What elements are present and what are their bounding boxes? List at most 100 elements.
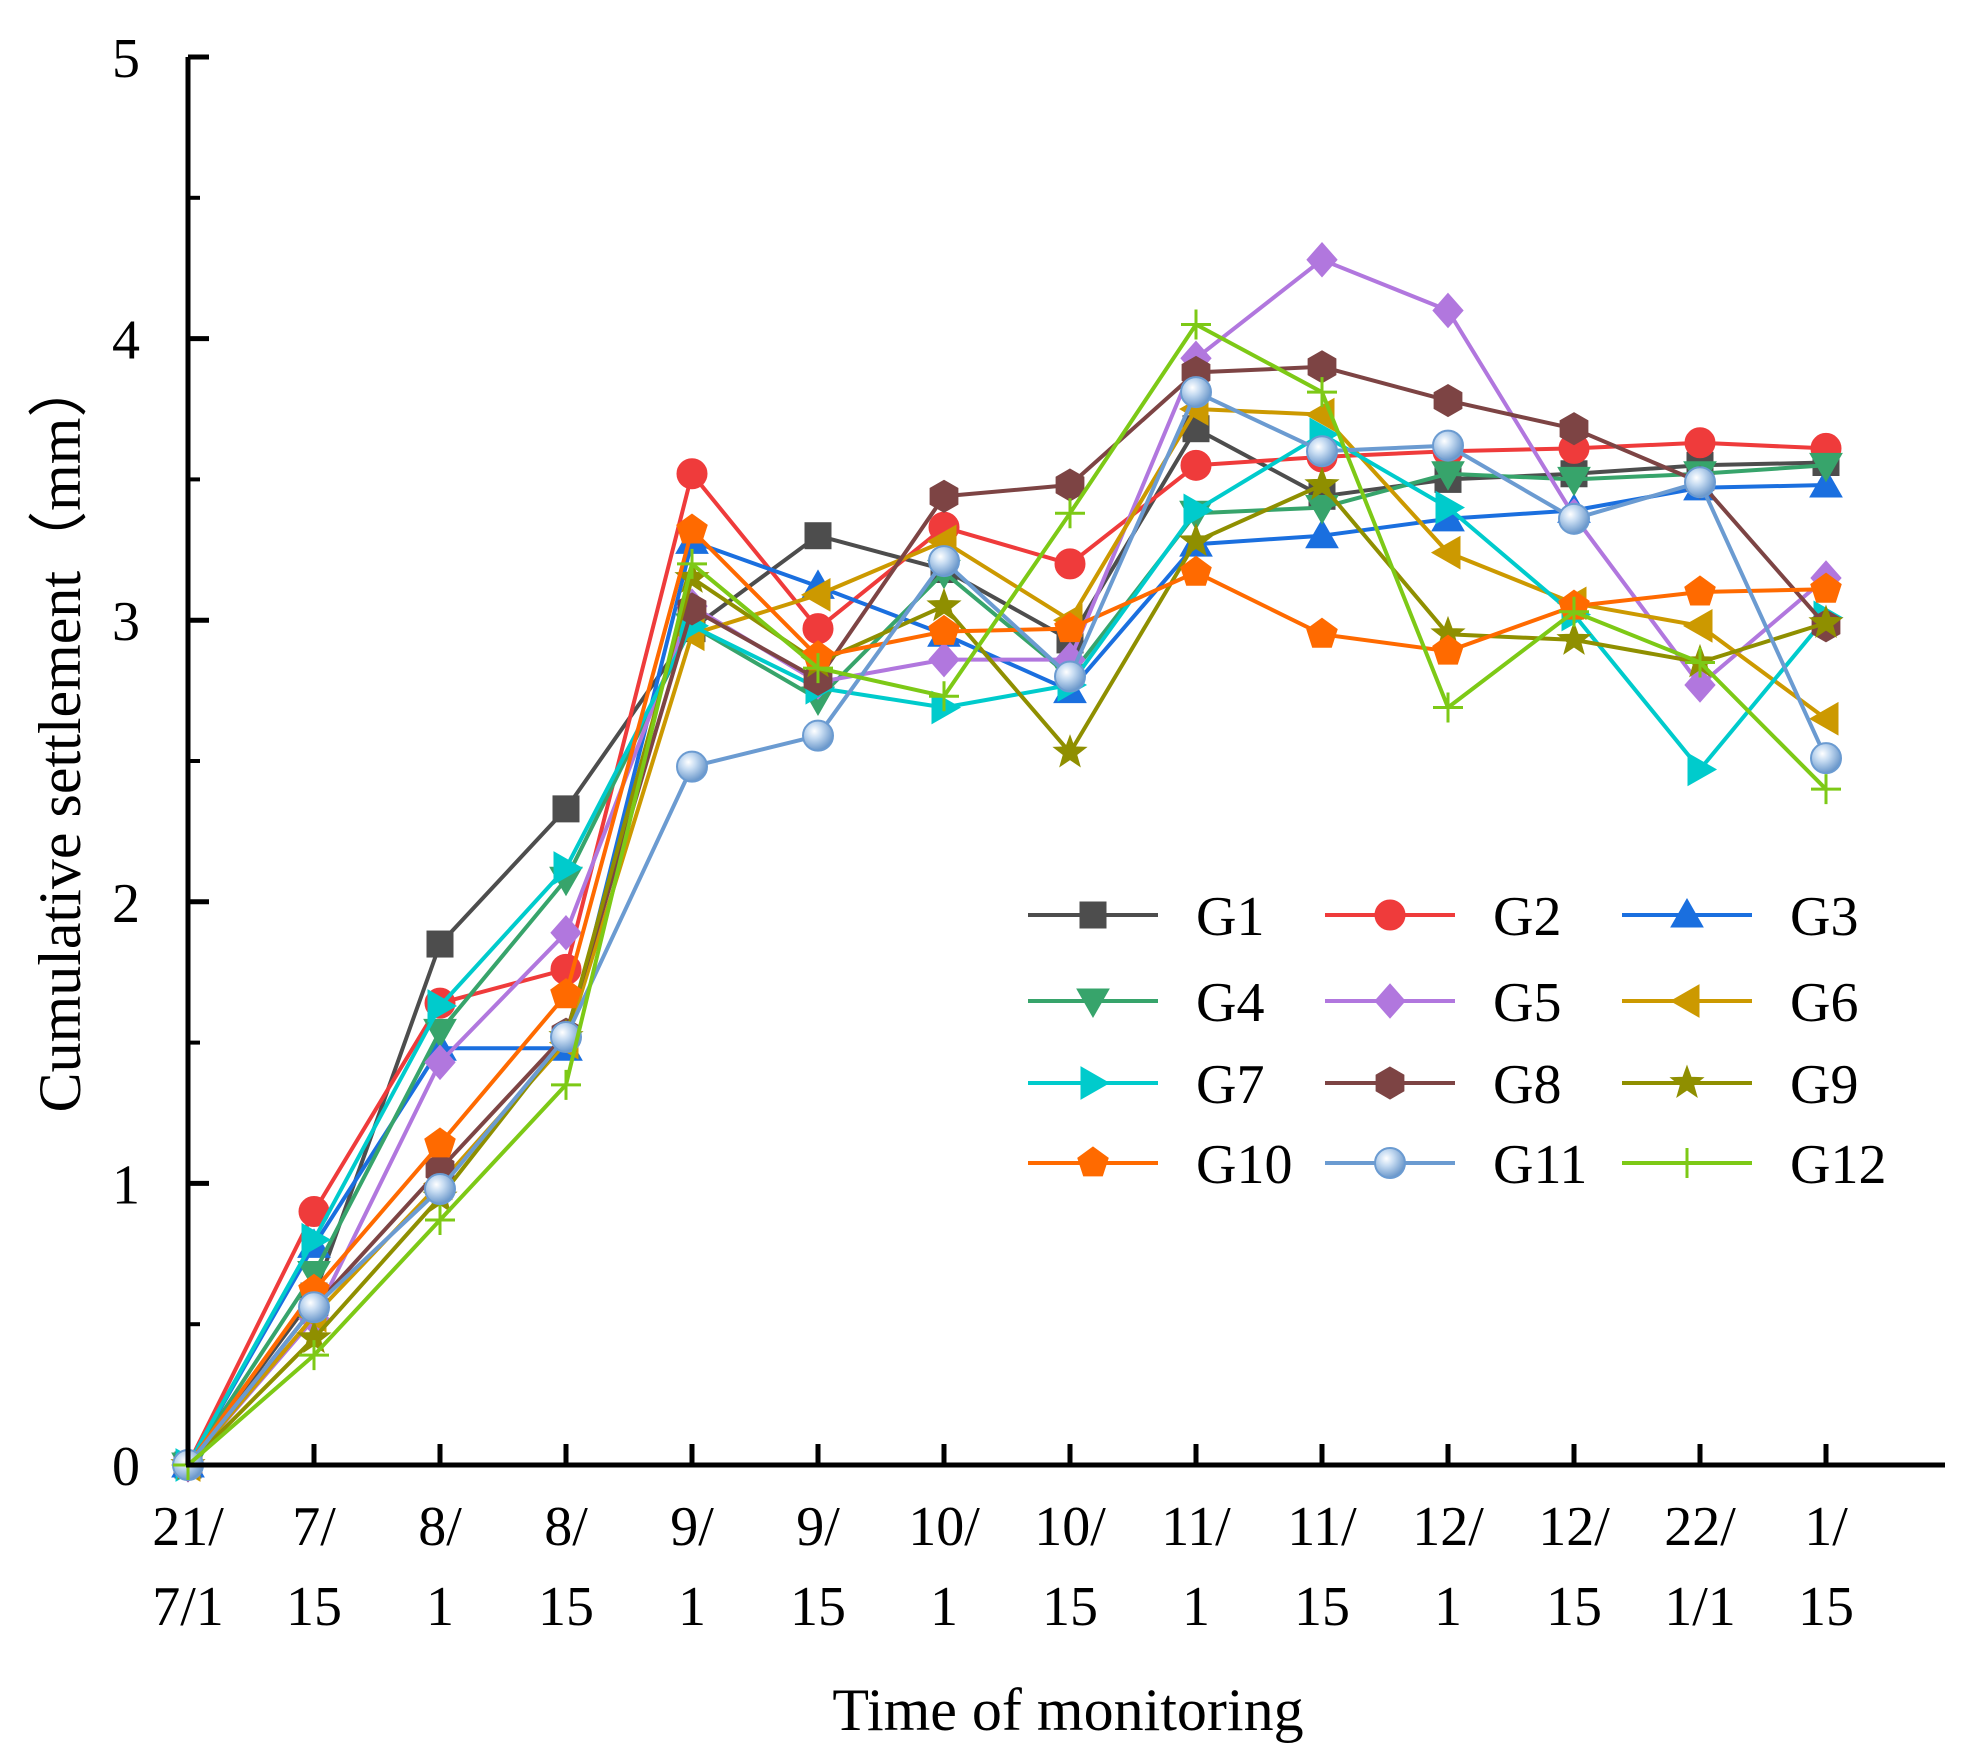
series-g8-point-shape bbox=[1433, 384, 1463, 418]
x-tick-label-line: 9/ bbox=[670, 1496, 714, 1558]
legend-item-g5: G5 bbox=[1325, 972, 1561, 1034]
series-g5-point-shape bbox=[928, 641, 960, 678]
x-tick-label-line: 11/ bbox=[1287, 1496, 1357, 1558]
x-tick-label: 10/1 bbox=[908, 1496, 980, 1638]
series-g12-point-shape bbox=[1181, 309, 1211, 340]
series-g1-point-shape bbox=[804, 522, 832, 550]
series-g7 bbox=[175, 417, 1844, 1482]
series-g5-point-shape bbox=[1432, 292, 1464, 329]
x-tick-label: 9/1 bbox=[670, 1496, 714, 1638]
series-g2-point-shape bbox=[1684, 427, 1716, 459]
x-tick-label: 22/1/1 bbox=[1664, 1496, 1736, 1638]
series-g10-point bbox=[424, 1127, 456, 1158]
series-g11 bbox=[172, 376, 1842, 1481]
series-g9-point bbox=[926, 587, 962, 622]
series-g7-point-shape bbox=[1435, 490, 1466, 525]
x-tick-label: 7/15 bbox=[286, 1496, 342, 1638]
legend-item-g9: G9 bbox=[1622, 1054, 1858, 1116]
legend-swatch-marker bbox=[1374, 1147, 1406, 1179]
series-g11-line bbox=[186, 390, 1828, 1467]
legend-swatch-marker bbox=[1375, 1066, 1405, 1100]
series-g12-point-shape bbox=[1559, 596, 1589, 627]
series-g9-point bbox=[1304, 466, 1340, 500]
series-g2 bbox=[172, 427, 1842, 1481]
legend-label: G11 bbox=[1493, 1134, 1587, 1196]
series-g9-point bbox=[1808, 604, 1844, 638]
legend-item-g10: G10 bbox=[1028, 1134, 1292, 1196]
series-g11-point bbox=[928, 545, 960, 578]
series-g10-point bbox=[676, 513, 708, 544]
series-g5-line bbox=[186, 257, 1828, 1467]
y-tick-label: 4 bbox=[112, 310, 140, 372]
series-g12-point-shape bbox=[1433, 692, 1463, 723]
series-g12-point bbox=[929, 681, 959, 712]
x-tick-label: 8/15 bbox=[538, 1496, 594, 1638]
series-g12-point bbox=[1811, 774, 1841, 805]
series-g3-point-shape bbox=[1305, 518, 1339, 549]
x-tick-label-line: 15 bbox=[790, 1576, 846, 1638]
series-g10-point bbox=[1432, 634, 1464, 665]
series-g4-point-shape bbox=[1809, 452, 1843, 483]
legend-item-g2: G2 bbox=[1325, 886, 1561, 948]
series-g7-point bbox=[1687, 752, 1718, 787]
series-g12-point-shape bbox=[299, 1340, 329, 1371]
series-g10-point-shape bbox=[1306, 617, 1338, 648]
series-g5-point bbox=[1432, 292, 1464, 329]
series-g10-line bbox=[186, 528, 1827, 1467]
series-g8-line bbox=[186, 364, 1828, 1467]
series-g6-point-shape bbox=[800, 577, 831, 612]
x-tick-label-line: 15 bbox=[1042, 1576, 1098, 1638]
legend-item-g7: G7 bbox=[1028, 1054, 1264, 1116]
x-tick-label-line: 11/ bbox=[1161, 1496, 1231, 1558]
series-g12-point-shape bbox=[1685, 647, 1715, 678]
x-tick-label-line: 1 bbox=[1434, 1576, 1462, 1638]
legend-swatch-marker bbox=[1670, 897, 1704, 928]
series-g7-point-shape bbox=[1183, 493, 1214, 528]
series-g7-point bbox=[553, 851, 584, 885]
series-g11-point bbox=[1306, 435, 1338, 468]
series-g6-point bbox=[800, 577, 831, 612]
series-g1-point bbox=[552, 795, 580, 823]
series-g2-point bbox=[802, 613, 834, 645]
series-g10-point-shape bbox=[1810, 572, 1842, 603]
legend-label: G2 bbox=[1493, 886, 1561, 948]
series-g7-point-shape bbox=[427, 989, 458, 1023]
legend-swatch-marker bbox=[1672, 1148, 1702, 1178]
plot-area bbox=[170, 241, 1844, 1483]
series-g12-point-shape bbox=[677, 548, 707, 579]
series-g10-point-shape bbox=[424, 1127, 456, 1158]
legend-swatch-marker-shape bbox=[1079, 901, 1107, 929]
x-tick-label: 1/15 bbox=[1798, 1496, 1854, 1638]
series-g4-point bbox=[1557, 466, 1591, 497]
series-g10-point bbox=[1306, 617, 1338, 648]
series-g5-point bbox=[928, 641, 960, 678]
series-g12-point-shape bbox=[1055, 498, 1085, 529]
series-g4-point-shape bbox=[1557, 466, 1591, 497]
x-tick-label-line: 10/ bbox=[908, 1496, 980, 1558]
series-g5-point-shape bbox=[1306, 241, 1338, 278]
series-g7-point bbox=[427, 989, 458, 1023]
x-tick-label: 21/7/1 bbox=[152, 1496, 224, 1638]
series-g11-point bbox=[1180, 376, 1212, 409]
series-g7-line bbox=[186, 432, 1828, 1466]
series-g2-point-shape bbox=[1180, 449, 1212, 481]
legend-swatch-marker-shape bbox=[1374, 983, 1406, 1019]
series-g11-point-shape bbox=[928, 545, 960, 578]
series-g6-point-shape bbox=[1682, 608, 1713, 643]
series-g4-point-shape bbox=[423, 1018, 457, 1049]
series-g11-point bbox=[550, 1020, 582, 1053]
series-g4-point bbox=[1431, 461, 1465, 491]
legend-item-g8: G8 bbox=[1325, 1054, 1561, 1116]
legend-item-g4: G4 bbox=[1028, 972, 1264, 1034]
series-g5-point bbox=[1684, 667, 1716, 703]
series-g1-point-shape bbox=[426, 930, 454, 958]
legend-swatch-marker-shape bbox=[1080, 1066, 1111, 1100]
series-g6-point bbox=[1808, 701, 1839, 736]
series-g2-point-shape bbox=[802, 613, 834, 645]
series-g5-point-shape bbox=[424, 1044, 456, 1081]
series-g2-point bbox=[1054, 548, 1086, 580]
series-g6-point bbox=[1682, 608, 1713, 643]
series-g8-point bbox=[1559, 412, 1589, 446]
series-g11-point-shape bbox=[1432, 429, 1464, 462]
series-g11-point bbox=[1558, 502, 1590, 535]
